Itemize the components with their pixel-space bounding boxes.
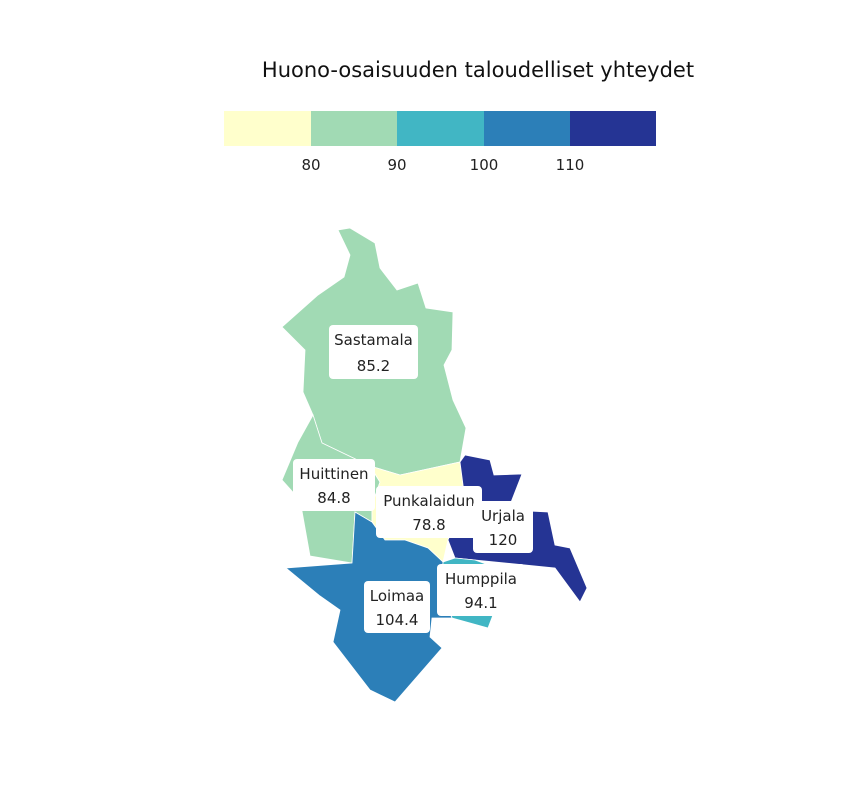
label-value-punkalaidun: 78.8 — [412, 516, 445, 534]
label-loimaa: Loimaa 104.4 — [364, 581, 430, 633]
legend-tick-100: 100 — [470, 156, 499, 174]
label-box-sastamala — [329, 325, 418, 379]
label-box-urjala — [473, 501, 533, 553]
label-urjala: Urjala 120 — [473, 501, 533, 553]
label-huittinen: Huittinen 84.8 — [293, 459, 375, 511]
legend-tick-110: 110 — [556, 156, 585, 174]
label-value-urjala: 120 — [489, 531, 518, 549]
label-sastamala: Sastamala 85.2 — [329, 325, 418, 379]
legend-swatch-0 — [224, 111, 311, 146]
label-box-huittinen — [293, 459, 375, 511]
legend-swatch-4 — [570, 111, 656, 146]
label-name-huittinen: Huittinen — [299, 465, 368, 483]
label-name-punkalaidun: Punkalaidun — [383, 492, 474, 510]
label-box-punkalaidun — [376, 486, 482, 538]
legend-tick-90: 90 — [387, 156, 406, 174]
label-humppila: Humppila 94.1 — [437, 564, 525, 616]
map-title: Huono-osaisuuden taloudelliset yhteydet — [262, 58, 694, 82]
label-name-sastamala: Sastamala — [334, 331, 413, 349]
legend-swatch-3 — [484, 111, 570, 146]
label-value-huittinen: 84.8 — [317, 489, 350, 507]
label-name-humppila: Humppila — [445, 570, 517, 588]
label-box-loimaa — [364, 581, 430, 633]
label-name-loimaa: Loimaa — [370, 587, 424, 605]
legend-swatch-1 — [311, 111, 397, 146]
color-legend: 80 90 100 110 — [224, 111, 656, 174]
legend-tick-80: 80 — [301, 156, 320, 174]
label-value-humppila: 94.1 — [464, 594, 497, 612]
label-value-loimaa: 104.4 — [376, 611, 419, 629]
label-punkalaidun: Punkalaidun 78.8 — [376, 486, 482, 538]
region-labels: Sastamala 85.2 Huittinen 84.8 Punkalaidu… — [293, 325, 533, 633]
label-value-sastamala: 85.2 — [357, 357, 390, 375]
label-name-urjala: Urjala — [481, 507, 525, 525]
label-box-humppila — [437, 564, 525, 616]
legend-swatch-2 — [397, 111, 484, 146]
